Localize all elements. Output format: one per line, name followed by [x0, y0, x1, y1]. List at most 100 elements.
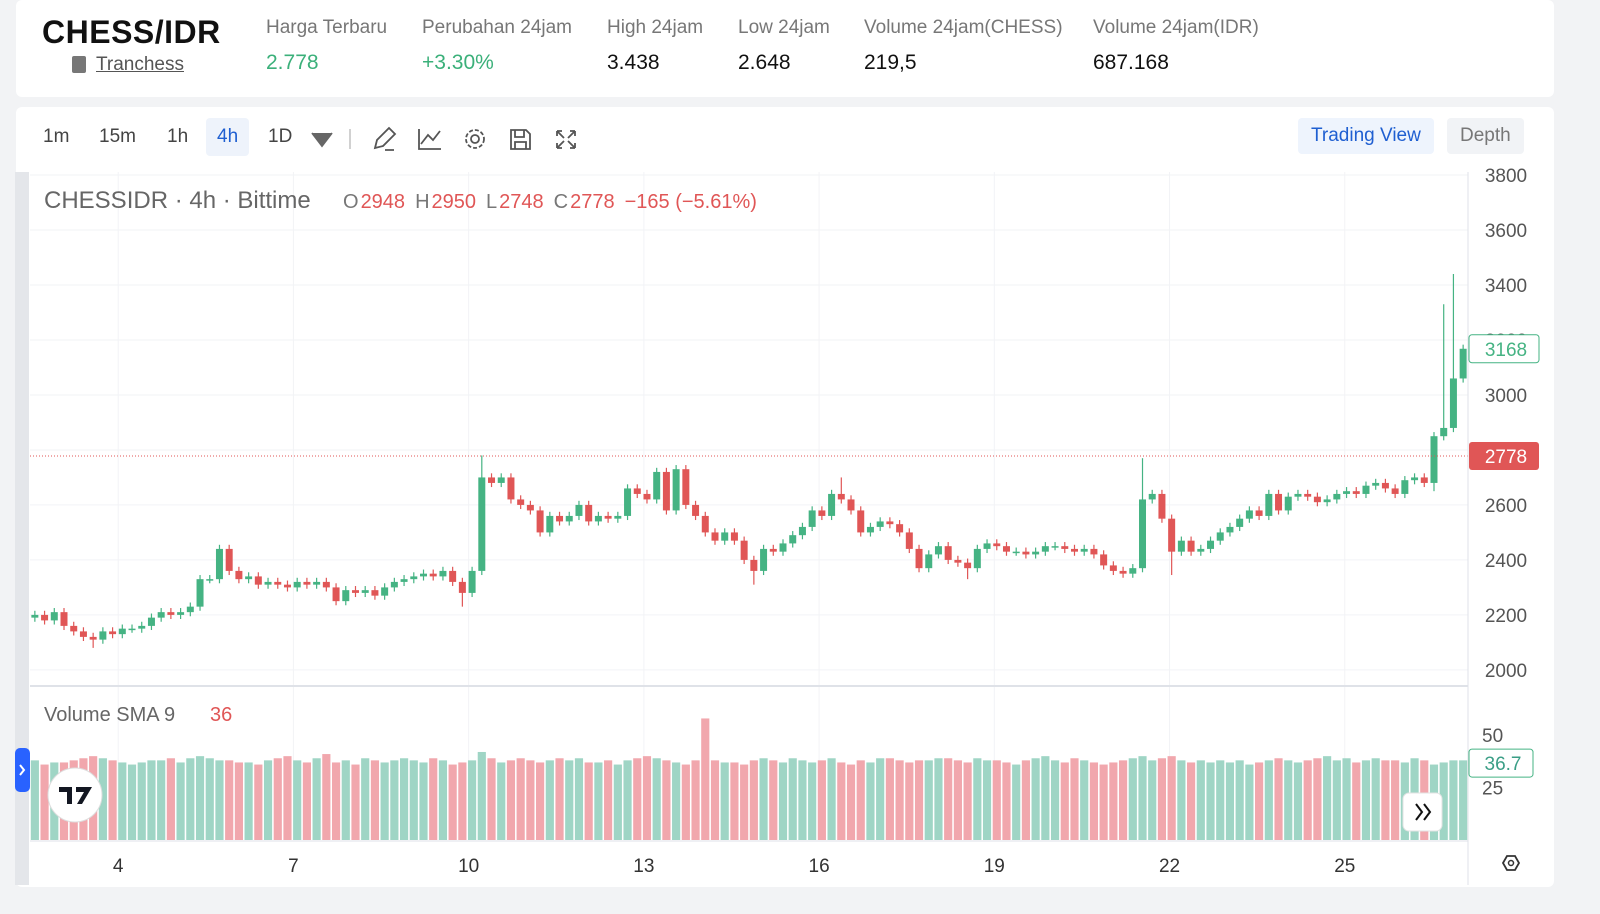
volume-bar — [1031, 758, 1040, 840]
candle-body — [390, 581, 398, 588]
candle-body — [225, 548, 233, 571]
candle-body — [118, 628, 126, 635]
candle-body — [1275, 493, 1283, 511]
volume-bar — [1391, 760, 1400, 840]
stat-value: 687.168 — [1093, 51, 1169, 74]
ohlc-value: 2950 — [432, 191, 477, 213]
volume-bar — [701, 718, 710, 840]
candle-body — [1236, 518, 1244, 527]
stat-value: 2.648 — [738, 51, 791, 74]
settings-icon[interactable] — [470, 134, 480, 144]
candle-body — [264, 581, 272, 585]
volume-bar — [914, 760, 924, 840]
candle-body — [944, 546, 952, 560]
candle-body — [1391, 488, 1399, 494]
project-link[interactable]: Tranchess — [72, 54, 184, 76]
indicator-icon[interactable] — [418, 129, 441, 150]
candle-body — [633, 488, 641, 494]
candle-body — [60, 612, 68, 626]
volume-bar — [973, 758, 982, 840]
volume-bar — [846, 764, 856, 840]
volume-bar — [477, 751, 486, 840]
tv-logo[interactable] — [47, 767, 103, 823]
candle-body — [420, 573, 428, 577]
stat: Volume 24jam(IDR) 687.168 — [1093, 17, 1259, 75]
candle-body — [837, 493, 845, 500]
view-button[interactable]: Trading View — [1298, 118, 1434, 154]
volume-bar — [876, 758, 885, 840]
candle-body — [1002, 546, 1010, 552]
draw-icon[interactable] — [373, 126, 397, 151]
candle-body — [1333, 493, 1341, 500]
stat: Harga Terbaru 2.778 — [266, 17, 387, 75]
axis-settings[interactable] — [1501, 855, 1521, 871]
volume-sma: 36 — [210, 704, 232, 726]
candle-body — [1323, 499, 1331, 503]
settings-ring[interactable] — [465, 129, 485, 149]
scroll-arrows[interactable] — [1415, 803, 1432, 821]
volume-bar — [1118, 760, 1128, 840]
candle-body — [274, 581, 282, 585]
candle-body — [342, 590, 350, 602]
candle-body — [1177, 540, 1185, 552]
stat: Volume 24jam(CHESS) 219,5 — [864, 17, 1063, 75]
y-tick-label: 2200 — [1485, 606, 1527, 627]
price-badge-label: 2778 — [1485, 447, 1527, 468]
volume-bar — [205, 758, 214, 840]
candle-body — [1168, 518, 1176, 552]
volume-tick-label: 50 — [1482, 726, 1503, 747]
volume-bar — [1138, 756, 1147, 840]
volume-bar — [458, 762, 467, 840]
volume-bar — [331, 762, 341, 840]
view-button[interactable]: Depth — [1447, 118, 1524, 154]
ohlc-key: O — [343, 191, 359, 213]
save-icon[interactable] — [510, 129, 531, 150]
volume-bar — [293, 760, 302, 840]
ohlc-key: H — [415, 191, 429, 213]
candle-body — [1041, 546, 1049, 552]
candle-body — [1411, 477, 1419, 481]
x-tick-label: 25 — [1334, 856, 1355, 877]
volume-bar — [1245, 764, 1254, 840]
volume-bar — [234, 762, 243, 840]
volume-bar — [497, 762, 506, 840]
volume-bar — [1381, 760, 1390, 840]
stat-label: Perubahan 24jam — [422, 17, 572, 38]
interval-button[interactable]: 1D — [268, 126, 293, 147]
candle-body — [488, 477, 496, 483]
volume-bar — [108, 760, 117, 840]
candle-body — [1061, 546, 1069, 549]
volume-bar — [1264, 760, 1273, 840]
candle-body — [915, 548, 923, 569]
tv-logo-mark[interactable] — [59, 787, 92, 804]
stat: Low 24jam 2.648 — [738, 17, 830, 75]
stat-label: Low 24jam — [738, 17, 830, 38]
volume-bar — [487, 758, 496, 840]
toggle-arrow[interactable] — [19, 764, 26, 776]
candle-body — [332, 587, 340, 602]
volume-bar — [759, 758, 768, 840]
volume-bar — [1459, 760, 1468, 840]
candle-body — [177, 612, 185, 615]
volume-bar — [1012, 764, 1021, 840]
candle-body — [798, 526, 806, 536]
volume-bar — [127, 764, 137, 840]
volume-bar — [118, 762, 127, 840]
fullscreen-icon[interactable] — [556, 130, 576, 149]
dropdown[interactable] — [311, 132, 333, 148]
project-name[interactable]: Tranchess — [96, 54, 184, 75]
candle-body — [866, 526, 874, 533]
candle-body — [536, 510, 544, 533]
interval-button[interactable]: 1h — [167, 126, 189, 147]
candle-body — [769, 548, 777, 552]
volume-bar — [40, 764, 49, 840]
interval-button[interactable]: 4h — [206, 118, 250, 156]
volume-bar — [574, 758, 584, 840]
panel-toggle[interactable] — [15, 748, 30, 792]
market-header: CHESS/IDR Tranchess Harga Terbaru 2.778 Pe… — [16, 0, 1554, 97]
volume-bar — [147, 760, 156, 840]
interval-button[interactable]: 1m — [43, 126, 70, 147]
volume-bar — [1099, 764, 1108, 840]
interval-button[interactable]: 15m — [99, 126, 136, 147]
axis-settings-dot[interactable] — [1507, 859, 1515, 867]
